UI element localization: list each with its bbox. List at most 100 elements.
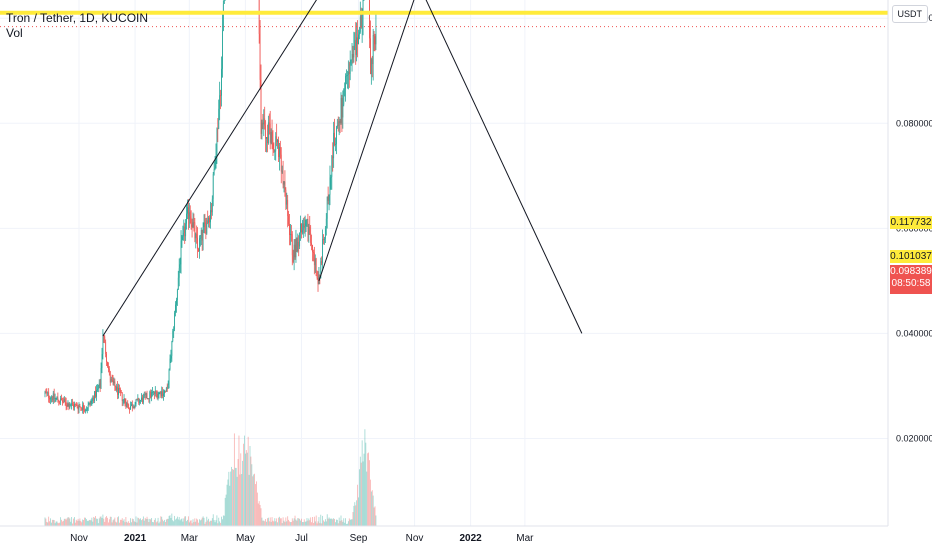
candle-body (356, 37, 358, 55)
volume-bar (198, 522, 199, 526)
volume-bar (45, 518, 47, 526)
time-tick-label: Mar (181, 533, 199, 544)
volume-bar (86, 520, 88, 526)
volume-bar (105, 517, 107, 526)
volume-bar (363, 453, 365, 526)
candle-body (132, 406, 134, 408)
candle-body (171, 340, 173, 356)
volume-bar (177, 519, 179, 526)
volume-bar (256, 492, 258, 526)
volume-bar (206, 516, 208, 526)
volume-bar (281, 523, 283, 526)
candle-body (126, 403, 128, 407)
volume-bar (113, 519, 115, 526)
volume-bar (77, 518, 79, 526)
candle-body (348, 71, 350, 74)
volume-bar (222, 515, 224, 526)
candle-body (313, 252, 314, 253)
last-price-value: 0.098389 (890, 266, 932, 277)
volume-bar (112, 520, 114, 526)
horizontal-levels[interactable] (0, 0, 888, 28)
volume-bar (310, 517, 312, 526)
candle-body (349, 63, 351, 74)
candle-body (50, 398, 51, 400)
volume-bar (55, 521, 57, 526)
candle-body (115, 386, 117, 391)
candle-body (213, 169, 215, 175)
candle-body (61, 398, 62, 401)
volume-bar (74, 517, 75, 526)
candle-body (65, 401, 67, 406)
candle-body (357, 37, 358, 45)
volume-bar (286, 521, 288, 526)
volume-bar (127, 522, 129, 526)
candle-body (177, 277, 179, 290)
candle-body (270, 132, 272, 143)
trendlines[interactable] (102, 0, 583, 337)
candle-body (46, 392, 48, 394)
trendline[interactable] (237, 0, 583, 334)
candle-body (274, 151, 276, 153)
candle-body (178, 268, 180, 278)
volume-bar (367, 453, 369, 526)
volume-bar (370, 479, 371, 526)
candle-body (223, 0, 225, 4)
candle-body (209, 217, 210, 223)
candle-body (218, 108, 220, 129)
candle-body (331, 156, 333, 177)
candle-body (315, 258, 317, 276)
candle-body (221, 68, 222, 96)
candle-body (184, 226, 186, 237)
volume-bar (151, 518, 153, 526)
volume-bar (317, 521, 319, 526)
candle-body (142, 397, 143, 403)
candle-body (162, 391, 164, 396)
candle-body (345, 76, 346, 89)
volume-bar (129, 522, 130, 526)
candle-body (198, 248, 199, 252)
volume-bar (276, 518, 278, 526)
time-tick-label: 2021 (124, 533, 147, 544)
candle-body (137, 398, 139, 400)
volume-bar (285, 517, 287, 526)
candle-body (108, 368, 110, 372)
candle-body (163, 393, 164, 396)
candle-body (329, 177, 331, 195)
volume-bar (103, 518, 105, 526)
trendline[interactable] (102, 0, 582, 337)
candle-body (219, 95, 221, 109)
volume-bar (263, 520, 265, 526)
volume-bar (303, 519, 305, 526)
time-axis[interactable]: Nov 2021 Mar May Jul Sep Nov 2022 Mar (70, 533, 534, 544)
candle-body (271, 132, 273, 144)
time-tick-label: Jul (295, 533, 308, 544)
volume-bar (244, 435, 245, 526)
volume-bar (298, 518, 300, 526)
volume-bar (124, 522, 126, 526)
volume-bar (322, 515, 324, 526)
volume-bar (148, 522, 150, 526)
candle-body (295, 238, 297, 258)
volume-bar (115, 521, 117, 526)
volume-bar (336, 519, 338, 526)
candle-body (281, 170, 283, 172)
volume-bar (65, 519, 67, 526)
volume-bar (60, 517, 62, 526)
volume-bar (255, 484, 256, 526)
candle-body (136, 399, 138, 401)
candle-body (82, 404, 84, 411)
candle-body (114, 381, 116, 387)
volume-bar (179, 520, 181, 526)
candle-body (176, 289, 178, 300)
candle-body (172, 331, 174, 341)
trendline[interactable] (318, 0, 582, 282)
candle-body (327, 196, 329, 201)
volume-indicator-label[interactable]: Vol (6, 26, 23, 40)
volume-bar (249, 445, 251, 526)
candle-body (311, 242, 312, 246)
volume-bar (166, 518, 168, 526)
volume-bar (313, 522, 314, 526)
volume-bar (165, 522, 166, 526)
currency-button[interactable]: USDT (891, 5, 928, 23)
